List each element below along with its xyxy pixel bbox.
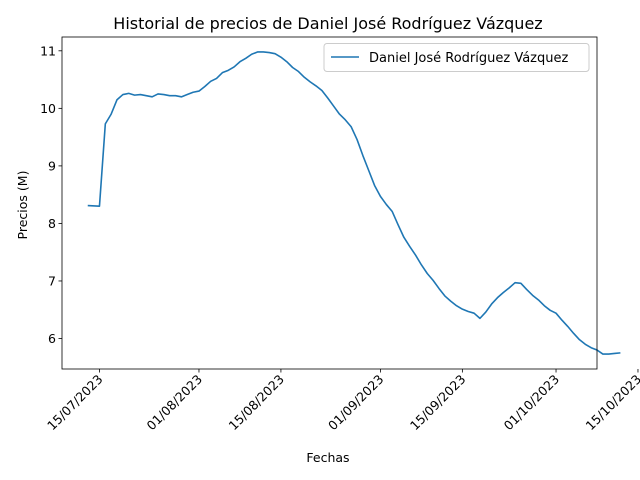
- y-tick-label: 10: [40, 101, 56, 116]
- x-tick-label: 15/08/2023: [225, 372, 287, 434]
- y-tick-label: 11: [40, 43, 56, 58]
- x-tick-label: 15/10/2023: [583, 372, 640, 434]
- legend-label: Daniel José Rodríguez Vázquez: [369, 51, 568, 66]
- y-tick-label: 9: [48, 158, 56, 173]
- y-axis-label: Precios (M): [15, 171, 30, 240]
- x-tick-label: 01/09/2023: [325, 372, 387, 434]
- chart-title: Historial de precios de Daniel José Rodr…: [113, 14, 542, 33]
- x-tick-label: 15/09/2023: [407, 372, 469, 434]
- legend-box: [323, 43, 590, 72]
- x-axis-label: Fechas: [306, 450, 349, 465]
- x-tick-label: 01/10/2023: [501, 372, 563, 434]
- y-tick-label: 7: [48, 273, 56, 288]
- series-line-0: [87, 51, 621, 355]
- y-tick-label: 8: [48, 216, 56, 231]
- legend: Daniel José Rodríguez Vázquez: [323, 43, 590, 72]
- x-tick-label: 01/08/2023: [144, 372, 206, 434]
- x-tick-label: 15/07/2023: [44, 372, 106, 434]
- y-tick-label: 6: [48, 331, 56, 346]
- axes-frame: [61, 36, 598, 370]
- plot-area: 6 7 8 9 10 11 15/07/2023 01/08/2023 15/08/2023 01…: [40, 36, 640, 434]
